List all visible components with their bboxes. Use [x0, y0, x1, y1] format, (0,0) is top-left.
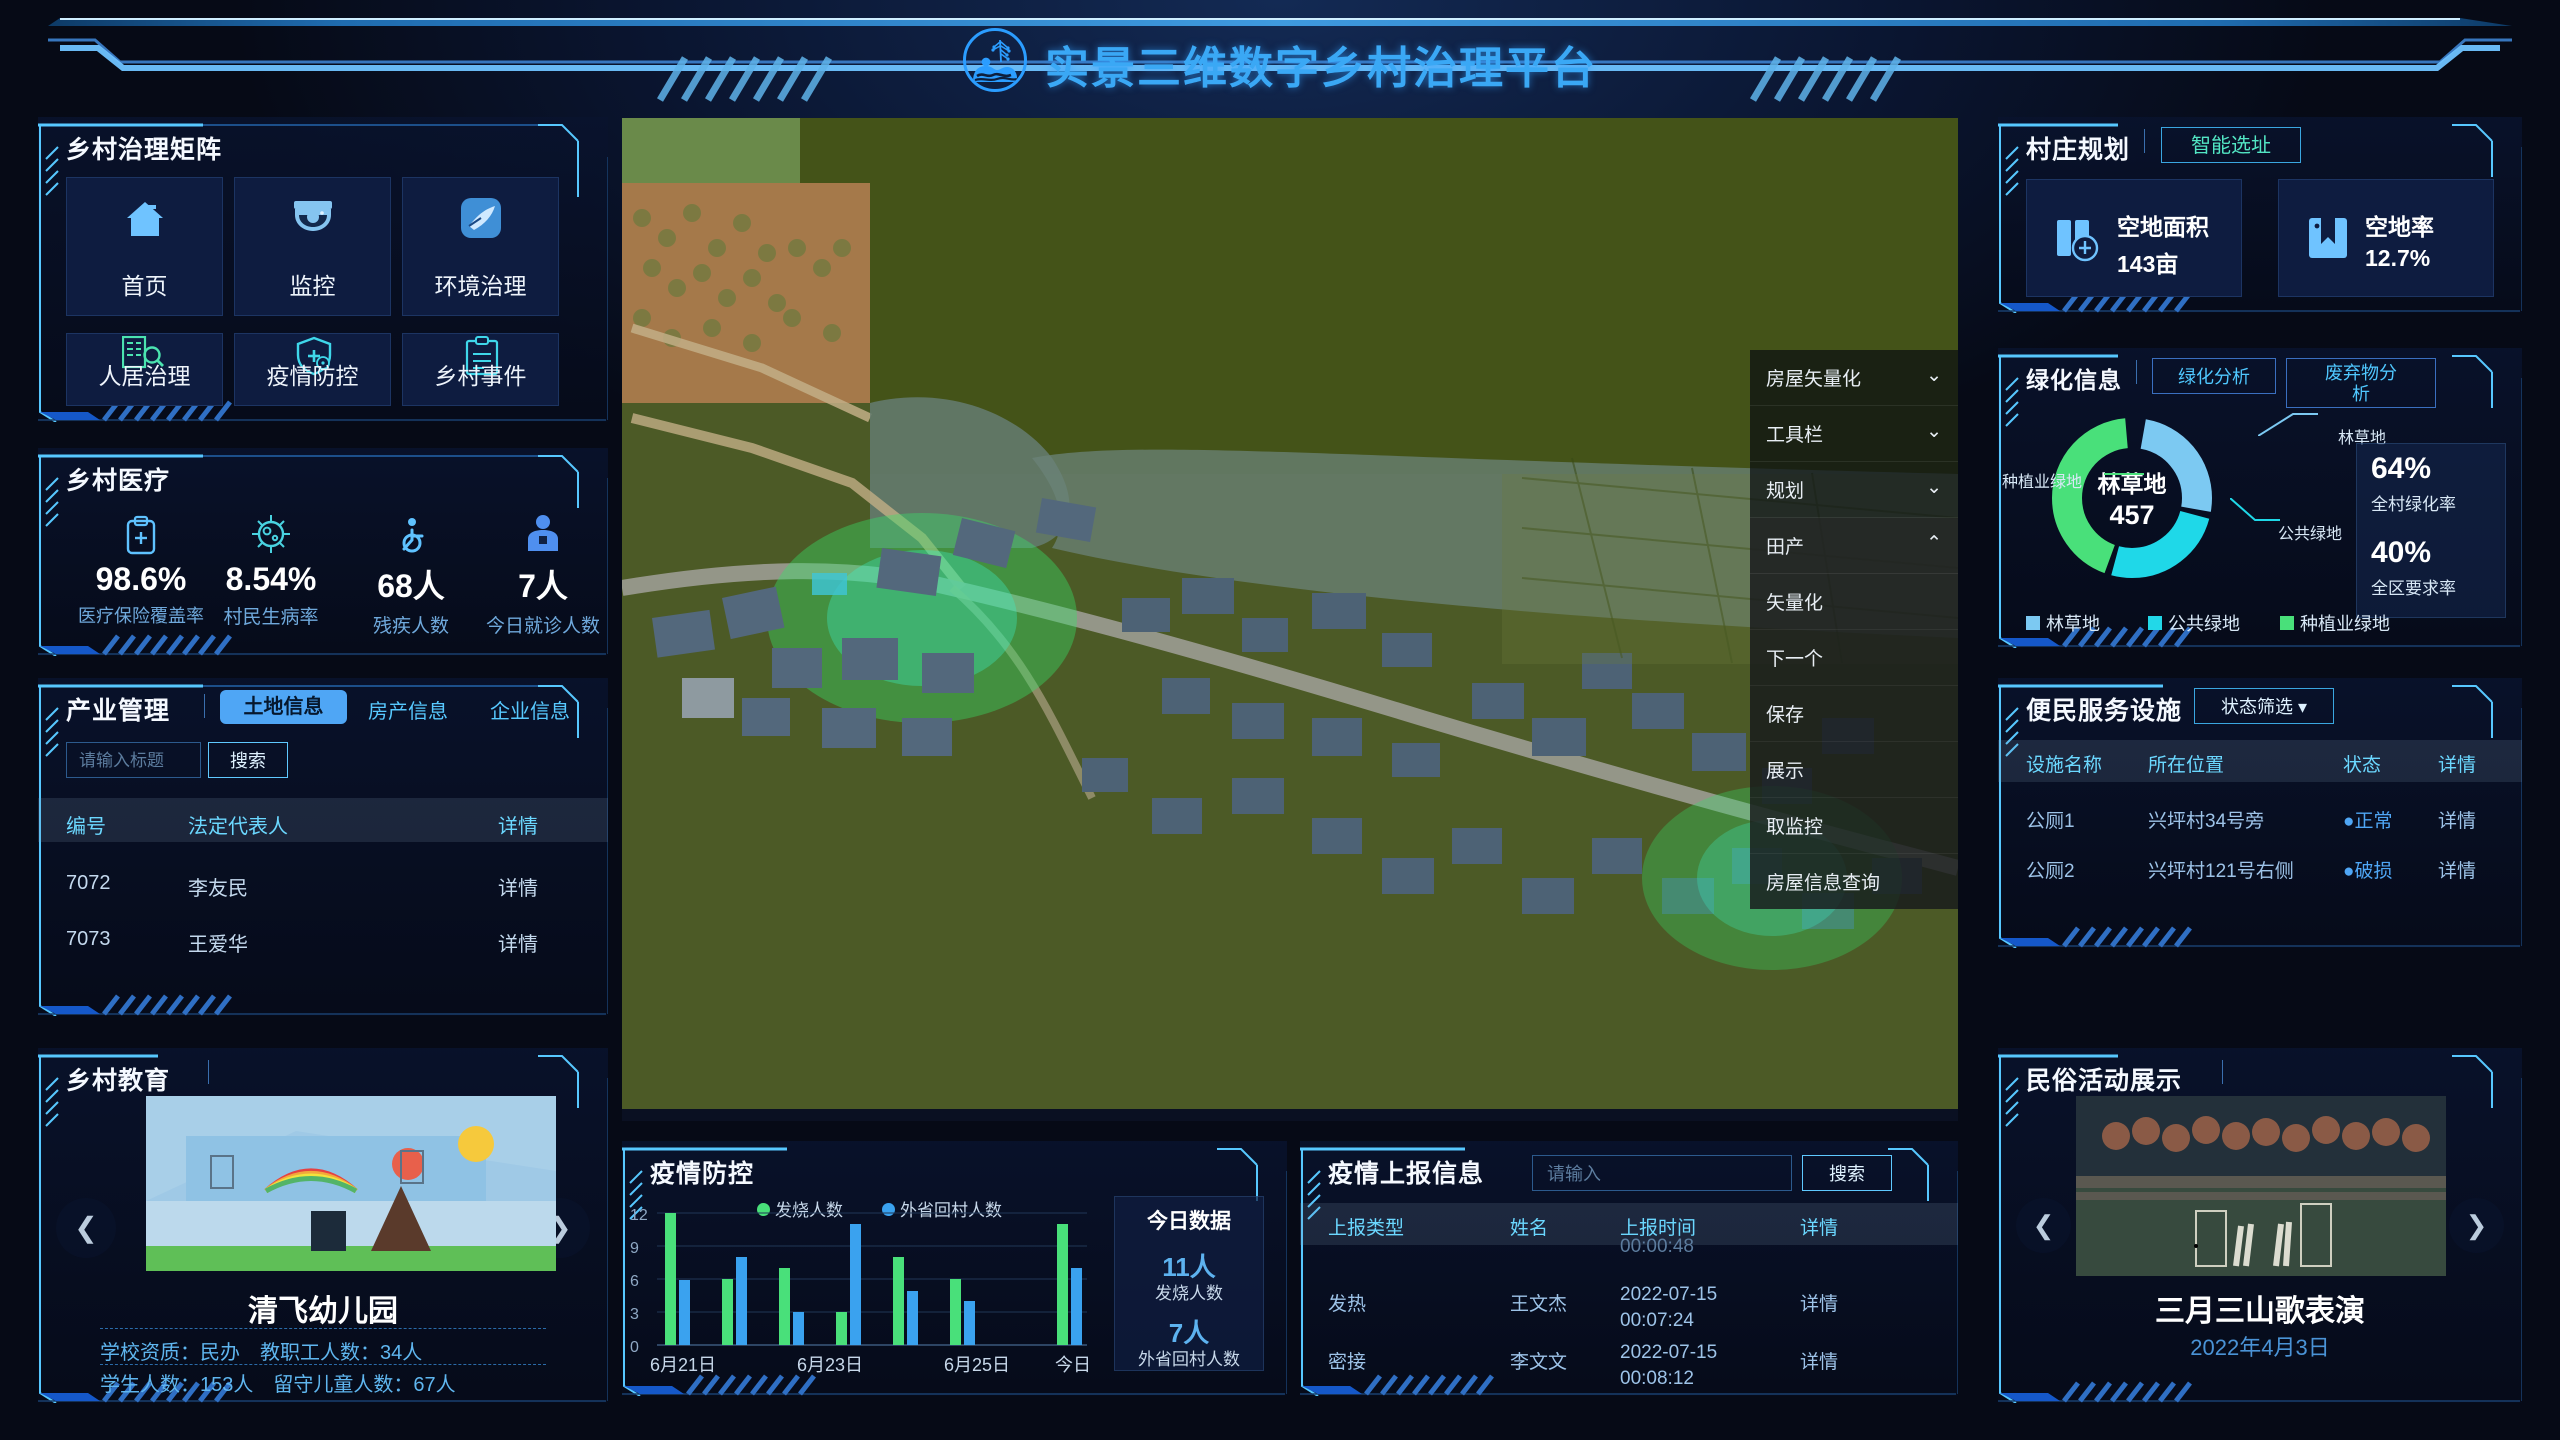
svg-text:457: 457 — [2109, 500, 2154, 530]
